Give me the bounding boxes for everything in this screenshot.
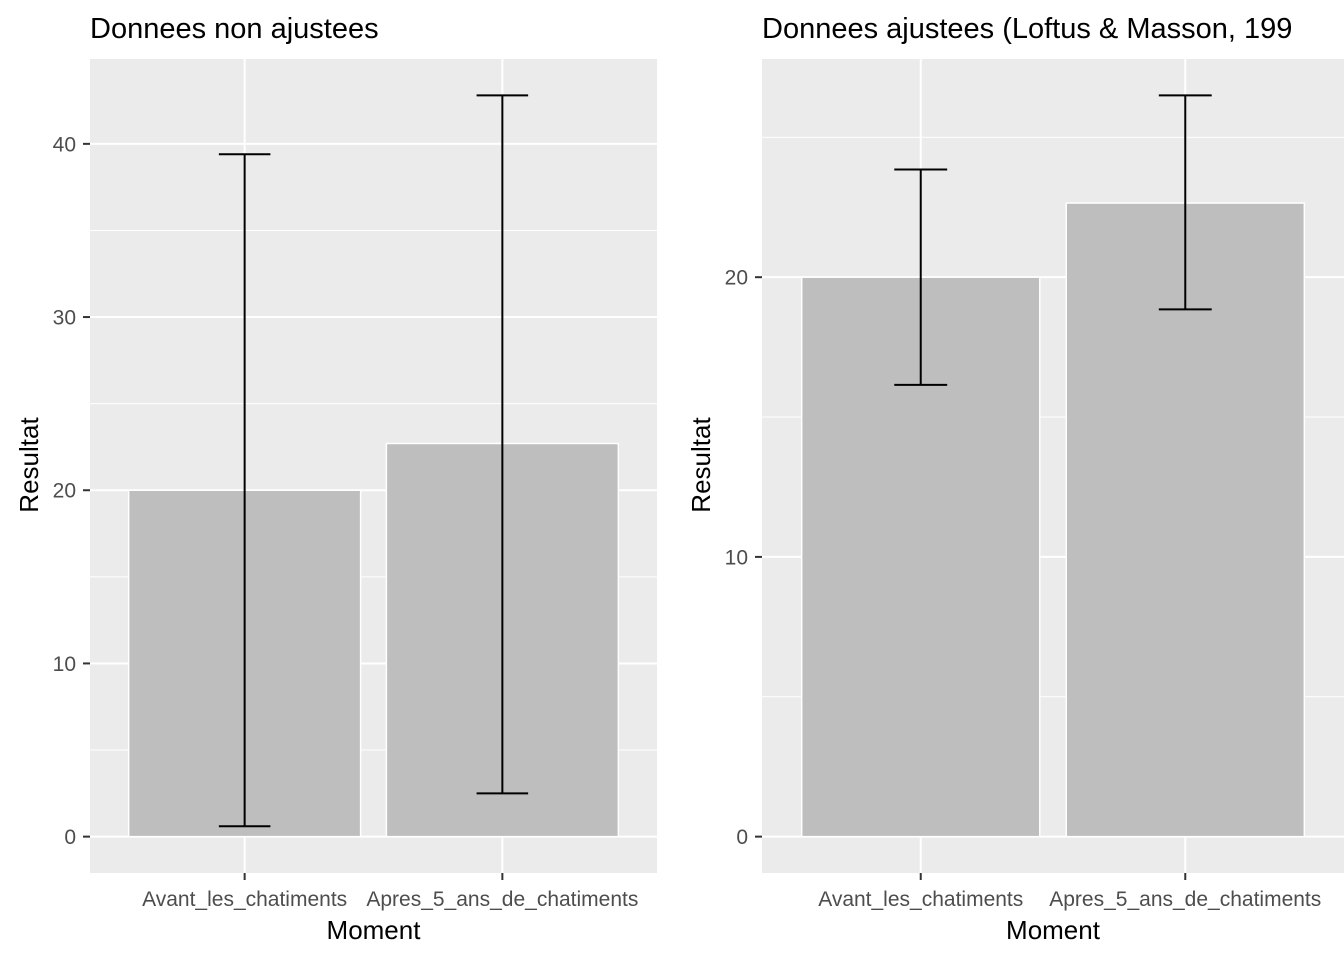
- y-tick-label: 30: [53, 307, 76, 330]
- y-tick-label: 40: [53, 133, 76, 156]
- chart-panel-1: 0 10 20 30 40 Avant_les_chatiments Apres_5_ans…: [14, 13, 657, 945]
- y-axis-label: Resultat: [686, 417, 716, 513]
- y-tick-label: 0: [736, 826, 748, 849]
- y-tick-label: 20: [53, 480, 76, 503]
- x-tick-label: Avant_les_chatiments: [142, 888, 347, 911]
- y-axis-label: Resultat: [14, 417, 44, 513]
- error-bar-2: [1158, 94, 1212, 311]
- y-tick-label: 10: [725, 546, 748, 569]
- x-axis-label: Moment: [1006, 915, 1101, 945]
- chart-title: Donnees non ajustees: [90, 13, 379, 45]
- x-axis-label: Moment: [327, 915, 422, 945]
- error-bar-1: [218, 153, 271, 828]
- x-tick-label: Apres_5_ans_de_chatiments: [366, 888, 638, 911]
- y-tick-label: 20: [725, 267, 748, 290]
- y-tick-label: 10: [53, 653, 76, 676]
- error-bar-1: [894, 168, 948, 386]
- x-tick-label: Apres_5_ans_de_chatiments: [1049, 888, 1321, 911]
- chart-title: Donnees ajustees (Loftus & Masson, 199: [762, 13, 1292, 45]
- chart-panel-2: 0 10 20 Avant_les_chatiments Apres_5_ans_de_…: [686, 13, 1344, 945]
- y-tick-label: 0: [64, 826, 76, 849]
- error-bar-2: [476, 94, 529, 795]
- x-tick-label: Avant_les_chatiments: [818, 888, 1023, 911]
